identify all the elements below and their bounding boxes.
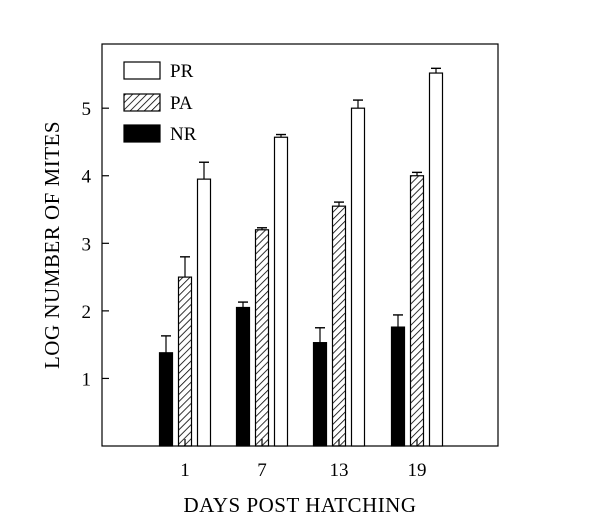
- bars-group: [158, 67, 444, 447]
- legend-label-pa: PA: [170, 93, 193, 114]
- x-tick-label: 7: [257, 460, 267, 481]
- bar-nr: [312, 342, 328, 447]
- plot-frame: [101, 43, 499, 447]
- bar-pr: [350, 107, 366, 447]
- y-tick-label: 2: [82, 302, 92, 323]
- bar-pr: [428, 72, 444, 447]
- bar-pr: [196, 178, 212, 447]
- legend-label-pr: PR: [170, 61, 194, 82]
- legend-swatch-nr: [123, 124, 161, 143]
- y-axis-label: LOG NUMBER OF MITES: [40, 121, 64, 369]
- x-tick-label: 1: [180, 460, 190, 481]
- y-tick-label: 5: [82, 99, 92, 120]
- legend-swatch-pr: [123, 61, 161, 80]
- x-axis-label: DAYS POST HATCHING: [183, 493, 416, 517]
- bar-pr: [273, 136, 289, 447]
- bar-nr: [158, 352, 174, 447]
- bar-pa: [331, 205, 347, 447]
- legend-swatch-pa: [123, 93, 161, 112]
- x-tick-label: 13: [330, 460, 349, 481]
- bar-nr: [235, 306, 251, 447]
- x-axis: 1 7 13 19: [180, 439, 427, 481]
- x-tick-label: 19: [408, 460, 427, 481]
- bar-pa: [409, 175, 425, 447]
- legend-label-nr: NR: [170, 124, 197, 145]
- y-tick-label: 3: [82, 234, 92, 255]
- y-axis: 1 2 3 4 5: [82, 99, 109, 390]
- bar-pa: [177, 276, 193, 447]
- bar-pa: [254, 229, 270, 447]
- y-tick-label: 1: [82, 369, 92, 390]
- bar-nr: [390, 326, 406, 447]
- y-tick-label: 4: [82, 167, 92, 188]
- legend: PR PA NR: [123, 61, 197, 145]
